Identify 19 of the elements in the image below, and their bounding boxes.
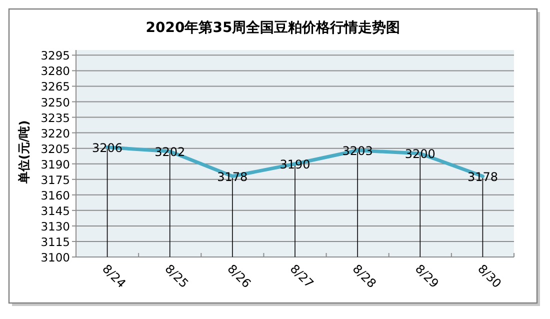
y-tick-label: 3295 <box>40 48 70 63</box>
y-tick-label: 3160 <box>40 188 70 202</box>
y-tick-label: 3265 <box>40 80 70 94</box>
chart-title: 2020年第35周全国豆粕价格行情走势图 <box>146 20 400 36</box>
y-tick-label: 3190 <box>40 157 70 172</box>
data-label: 3200 <box>404 147 436 161</box>
y-tick-label: 3115 <box>40 234 70 249</box>
y-tick-label: 3175 <box>40 172 70 187</box>
y-tick-label: 3250 <box>40 95 70 110</box>
y-tick-label: 3220 <box>40 126 70 140</box>
y-tick-label: 3280 <box>40 64 70 78</box>
y-tick-label: 3100 <box>40 250 70 264</box>
data-label: 3190 <box>280 157 310 172</box>
y-tick-label: 3205 <box>40 142 70 156</box>
y-tick-label: 3130 <box>40 219 70 234</box>
y-tick-label: 3145 <box>40 204 70 218</box>
data-label: 3202 <box>154 144 186 159</box>
y-tick-label: 3235 <box>40 110 70 125</box>
y-axis-title: 单位(元/吨) <box>17 120 31 185</box>
